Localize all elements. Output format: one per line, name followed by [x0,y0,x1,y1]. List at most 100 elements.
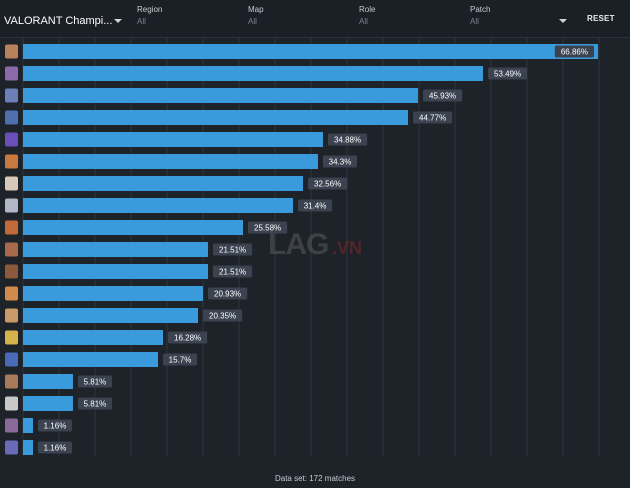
data-label-background [168,331,208,344]
data-label: 16.28% [174,334,201,343]
bar[interactable] [23,440,33,455]
bar[interactable] [23,374,73,389]
bar[interactable] [23,66,484,81]
data-label: 66.86% [561,48,588,57]
data-label-background [423,89,463,102]
patch-filter[interactable]: Patch All [470,0,570,37]
bar[interactable] [23,154,318,169]
bar[interactable] [23,286,203,301]
data-label: 34.88% [334,136,361,145]
data-label: 5.81% [84,400,107,409]
champion-filter-value: VALORANT Champi... [4,15,113,27]
region-filter-label: Region [137,5,163,14]
bar[interactable] [23,198,294,213]
watermark-logo: LAG .VN [268,228,368,272]
data-label: 32.56% [314,180,341,189]
agent-portrait-icon [5,418,18,433]
agent-portrait-icon [5,66,18,81]
data-label: 31.4% [304,202,327,211]
data-label: 34.3% [329,158,352,167]
data-label-background [554,45,594,58]
data-label-background [77,375,112,388]
agent-portrait-icon [5,220,18,235]
data-label-background [37,419,72,432]
bar[interactable] [23,396,73,411]
data-label: 5.81% [84,378,107,387]
agent-portrait-icon [5,88,18,103]
data-label-background [203,309,243,322]
role-filter[interactable]: Role All [359,0,459,37]
data-label: 45.93% [429,92,456,101]
watermark-brand: LAG [268,228,329,261]
data-label: 25.58% [254,224,281,233]
reset-button[interactable]: RESET [587,14,615,23]
data-label-background [488,67,528,80]
data-label: 20.93% [214,290,241,299]
agent-portrait-icon [5,330,18,345]
bar[interactable] [23,352,159,367]
data-label: 20.35% [209,312,236,321]
data-label-background [413,111,453,124]
data-label: 53.49% [494,70,521,79]
watermark-suffix: .VN [332,238,363,258]
bar[interactable] [23,330,164,345]
map-filter[interactable]: Map All [248,0,348,37]
pick-rate-bar-chart: 66.86% 53.49% 45.93% 44.77% 34.88% 34.3% 32.56… [5,38,600,456]
agent-portrait-icon [5,110,18,125]
agent-portrait-icon [5,132,18,147]
data-label-background [212,265,253,278]
data-label: 1.16% [44,422,67,431]
data-label: 1.16% [44,444,67,453]
bar[interactable] [23,220,243,235]
data-label-background [298,199,333,212]
data-label-background [212,243,253,256]
agent-portrait-icon [5,242,18,257]
data-label: 44.77% [419,114,446,123]
role-filter-label: Role [359,5,376,14]
data-label-background [322,155,357,168]
bar[interactable] [23,88,419,103]
data-label: 15.7% [169,356,192,365]
bar[interactable] [23,44,598,59]
agent-portrait-icon [5,264,18,279]
bar[interactable] [23,176,304,191]
data-label-background [308,177,348,190]
map-filter-label: Map [248,5,264,14]
agent-portrait-icon [5,198,18,213]
data-label: 21.51% [219,268,246,277]
data-label-background [163,353,198,366]
dataset-footer: Data set: 172 matches [274,474,356,483]
map-filter-value: All [248,17,257,26]
agent-portrait-icon [5,308,18,323]
agent-portrait-icon [5,352,18,367]
bar[interactable] [23,308,199,323]
agent-portrait-icon [5,176,18,191]
patch-chevron-down-icon [559,19,567,23]
role-filter-value: All [359,17,368,26]
data-label: 21.51% [219,246,246,255]
agent-portrait-icon [5,286,18,301]
bar[interactable] [23,110,409,125]
bar[interactable] [23,132,323,147]
agent-portrait-icon [5,374,18,389]
patch-filter-value: All [470,17,479,26]
agent-portrait-icon [5,44,18,59]
chevron-down-icon [114,19,122,23]
data-label-background [247,221,288,234]
agent-portrait-icon [5,154,18,169]
data-label-background [207,287,248,300]
data-label-background [37,441,72,454]
data-label-background [77,397,112,410]
agent-portrait-icon [5,396,18,411]
bar[interactable] [23,264,208,279]
pick-rate-chart: 66.86% 53.49% 45.93% 44.77% 34.88% 34.3% 32.56… [0,38,630,456]
bar[interactable] [23,242,208,257]
data-label-background [327,133,368,146]
bar[interactable] [23,418,33,433]
agent-portrait-icon [5,440,18,455]
patch-filter-label: Patch [470,5,491,14]
champion-filter-dropdown[interactable]: VALORANT Champi... [0,0,128,37]
region-filter[interactable]: Region All [137,0,237,37]
region-filter-value: All [137,17,146,26]
filter-bar: VALORANT Champi... Region All Map All Ro… [0,0,630,38]
